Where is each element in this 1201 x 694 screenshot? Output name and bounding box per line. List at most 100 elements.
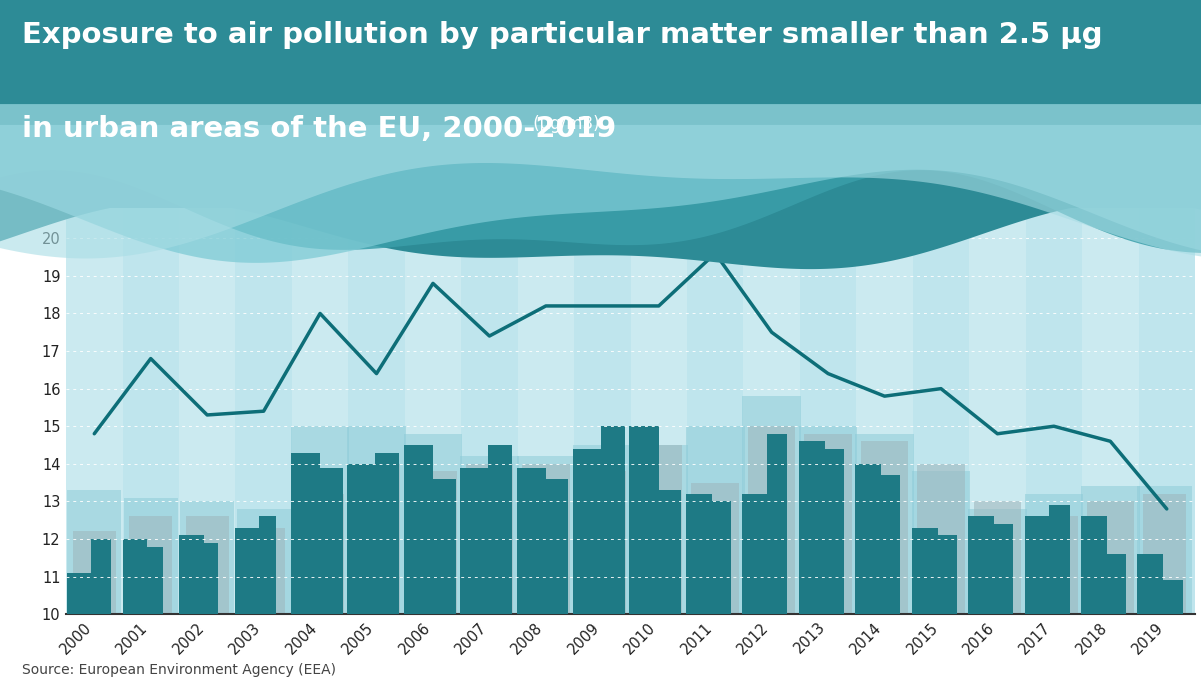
- Bar: [297, 494, 343, 614]
- Bar: [912, 527, 938, 614]
- Bar: [353, 464, 400, 614]
- Bar: [805, 434, 852, 614]
- Bar: [799, 426, 858, 614]
- Bar: [67, 490, 121, 614]
- Bar: [799, 441, 825, 614]
- Bar: [186, 516, 228, 614]
- Bar: [800, 208, 856, 614]
- Bar: [124, 498, 178, 614]
- Bar: [291, 426, 349, 614]
- Bar: [460, 468, 490, 614]
- Bar: [516, 468, 545, 614]
- Bar: [404, 445, 434, 614]
- Bar: [319, 468, 342, 614]
- Bar: [974, 501, 1021, 614]
- Bar: [147, 546, 163, 614]
- Bar: [516, 457, 575, 614]
- Bar: [880, 475, 901, 614]
- Bar: [743, 208, 800, 614]
- Bar: [824, 449, 844, 614]
- Bar: [466, 464, 513, 614]
- Bar: [410, 471, 456, 614]
- Bar: [432, 479, 455, 614]
- Bar: [629, 445, 688, 614]
- Bar: [1081, 516, 1107, 614]
- Bar: [460, 457, 519, 614]
- Text: (μg/m3): (μg/m3): [528, 115, 600, 133]
- Bar: [67, 573, 92, 614]
- Bar: [686, 494, 712, 614]
- Bar: [937, 535, 957, 614]
- Bar: [602, 426, 625, 614]
- Bar: [913, 208, 969, 614]
- Bar: [518, 208, 574, 614]
- Bar: [461, 208, 518, 614]
- Bar: [292, 208, 348, 614]
- Bar: [235, 527, 261, 614]
- Bar: [1030, 516, 1077, 614]
- Bar: [123, 539, 148, 614]
- Bar: [259, 516, 276, 614]
- Bar: [347, 426, 406, 614]
- Bar: [1024, 516, 1051, 614]
- Bar: [912, 471, 970, 614]
- Bar: [686, 426, 745, 614]
- Bar: [918, 464, 964, 614]
- Bar: [522, 464, 569, 614]
- Bar: [203, 543, 219, 614]
- Text: in urban areas of the EU, 2000-2019: in urban areas of the EU, 2000-2019: [22, 115, 616, 142]
- Bar: [687, 208, 743, 614]
- Bar: [631, 208, 687, 614]
- Bar: [711, 501, 731, 614]
- Bar: [243, 527, 285, 614]
- Bar: [1137, 486, 1191, 614]
- Bar: [404, 434, 462, 614]
- Bar: [855, 464, 882, 614]
- Bar: [376, 452, 399, 614]
- Bar: [489, 445, 512, 614]
- Bar: [545, 479, 568, 614]
- Bar: [629, 426, 659, 614]
- Bar: [1081, 486, 1140, 614]
- Text: Source: European Environment Agency (EEA): Source: European Environment Agency (EEA…: [22, 663, 335, 677]
- Bar: [855, 434, 914, 614]
- Bar: [969, 208, 1026, 614]
- Bar: [658, 490, 681, 614]
- Bar: [1106, 554, 1127, 614]
- Bar: [130, 516, 172, 614]
- Bar: [748, 426, 795, 614]
- Bar: [635, 445, 682, 614]
- Bar: [291, 452, 319, 614]
- Bar: [348, 208, 405, 614]
- Bar: [579, 471, 626, 614]
- Bar: [692, 482, 739, 614]
- Bar: [1087, 501, 1134, 614]
- Bar: [767, 434, 788, 614]
- Bar: [573, 449, 602, 614]
- Bar: [993, 524, 1014, 614]
- Bar: [1139, 208, 1195, 614]
- Bar: [347, 464, 377, 614]
- Bar: [861, 441, 908, 614]
- Bar: [91, 539, 112, 614]
- Bar: [1082, 208, 1139, 614]
- Bar: [1143, 494, 1185, 614]
- Text: Exposure to air pollution by particular matter smaller than 2.5 μg: Exposure to air pollution by particular …: [22, 21, 1103, 49]
- Bar: [66, 208, 123, 614]
- Bar: [742, 494, 769, 614]
- Bar: [573, 445, 632, 614]
- Bar: [73, 532, 115, 614]
- Bar: [123, 208, 179, 614]
- Bar: [1026, 208, 1082, 614]
- Bar: [235, 208, 292, 614]
- Bar: [179, 208, 235, 614]
- Bar: [1024, 494, 1083, 614]
- Bar: [968, 516, 994, 614]
- Bar: [405, 208, 461, 614]
- Bar: [180, 501, 234, 614]
- Bar: [1050, 505, 1070, 614]
- Bar: [856, 208, 913, 614]
- Bar: [742, 396, 801, 614]
- Bar: [1137, 554, 1164, 614]
- Bar: [179, 535, 204, 614]
